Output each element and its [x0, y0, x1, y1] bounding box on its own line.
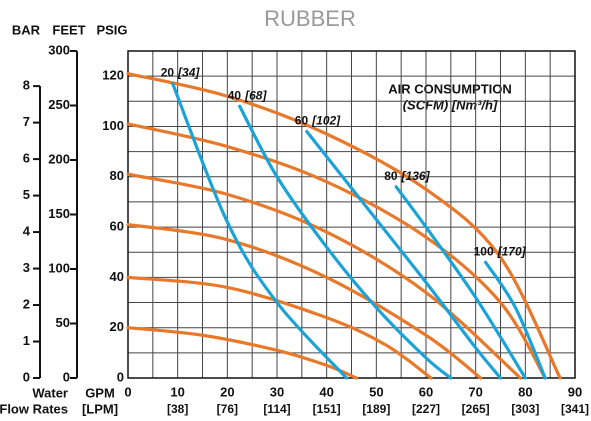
x2-tick-label: [303]: [511, 402, 539, 416]
air-curve: [171, 82, 349, 380]
tick-label: 6: [23, 151, 30, 166]
tick-label: 8: [23, 78, 30, 93]
curve-label: 80 [136]: [384, 169, 430, 183]
pressure-curve: [126, 172, 522, 380]
tick-label: 1: [23, 333, 30, 348]
pressure-curve: [126, 122, 547, 380]
x-axis-unit: GPM: [85, 385, 115, 400]
curve-label: 20 [34]: [161, 66, 201, 80]
curve-label: 40 [68]: [228, 89, 268, 103]
y-tick-label: 80: [110, 168, 124, 183]
x-tick-label: 20: [220, 384, 234, 399]
pressure-curve: [126, 72, 562, 380]
annotation: AIR CONSUMPTION: [388, 81, 512, 96]
air-curve: [305, 129, 503, 380]
x-axis-title: Water: [32, 385, 68, 400]
x2-tick-label: [265]: [462, 402, 490, 416]
curve-label-metric: [170]: [497, 244, 527, 258]
feet-axis-title: FEET: [52, 22, 85, 37]
tick-label: 4: [23, 224, 31, 239]
curve-label-name: 40: [228, 89, 242, 103]
curve-label-name: 60: [295, 114, 309, 128]
curve-label-name: 80: [384, 169, 398, 183]
y-tick-label: 20: [110, 319, 124, 334]
tick-label: 0: [23, 369, 30, 384]
y-tick-label: 0: [117, 369, 124, 384]
y-tick-label: 40: [110, 269, 124, 284]
x2-tick-label: [189]: [362, 402, 390, 416]
plot-border: [127, 50, 576, 379]
x2-tick-label: [114]: [263, 402, 290, 416]
chart-title: RUBBER: [264, 6, 356, 31]
tick-label: 150: [48, 206, 70, 221]
x2-tick-label: [341]: [561, 402, 589, 416]
x-tick-label: 50: [369, 384, 383, 399]
tick-label: 2: [23, 296, 30, 311]
y-tick-label: 120: [102, 68, 124, 83]
curve-label-metric: [34]: [177, 66, 200, 80]
bar-axis-title: BAR: [12, 22, 41, 37]
tick-label: 300: [48, 42, 70, 57]
x-tick-label: 0: [124, 384, 131, 399]
x-tick-label: 70: [468, 384, 482, 399]
tick-label: 200: [48, 151, 70, 166]
x-tick-label: 30: [270, 384, 284, 399]
tick-label: 5: [23, 187, 30, 202]
x2-tick-label: [38]: [167, 402, 188, 416]
tick-label: 7: [23, 114, 30, 129]
x-tick-label: 80: [518, 384, 532, 399]
x-tick-label: 90: [568, 384, 582, 399]
tick-label: 0: [63, 369, 70, 384]
tick-label: 250: [48, 97, 70, 112]
x2-tick-label: [227]: [412, 402, 440, 416]
x-axis-unit: [LPM]: [82, 401, 118, 416]
air-curve: [484, 260, 547, 380]
pressure-curve: [126, 275, 433, 380]
y-axis-title: PSIG: [96, 22, 127, 37]
air-curve: [394, 185, 527, 380]
x-axis-title: Flow Rates: [0, 401, 68, 416]
tick-label: 100: [48, 260, 70, 275]
curve-label: 60 [102]: [295, 114, 341, 128]
curve-label: 100 [170]: [474, 244, 527, 258]
tick-label: 50: [56, 315, 70, 330]
curve-label-metric: [68]: [244, 89, 267, 103]
pressure-curve: [126, 222, 483, 380]
curve-label-name: 20: [161, 66, 175, 80]
air-curve: [238, 104, 453, 380]
x-tick-label: 40: [319, 384, 333, 399]
tick-label: 3: [23, 260, 30, 275]
x-tick-label: 10: [170, 384, 184, 399]
x2-tick-label: [151]: [313, 402, 341, 416]
y-tick-label: 60: [110, 219, 124, 234]
curve-label-metric: [136]: [401, 169, 431, 183]
curve-label-name: 100: [474, 244, 494, 258]
y-tick-label: 100: [102, 118, 124, 133]
x2-tick-label: [76]: [217, 402, 238, 416]
curve-label-metric: [102]: [311, 114, 341, 128]
x-tick-label: 60: [419, 384, 433, 399]
annotation: (SCFM) [Nm³/h]: [403, 97, 498, 112]
